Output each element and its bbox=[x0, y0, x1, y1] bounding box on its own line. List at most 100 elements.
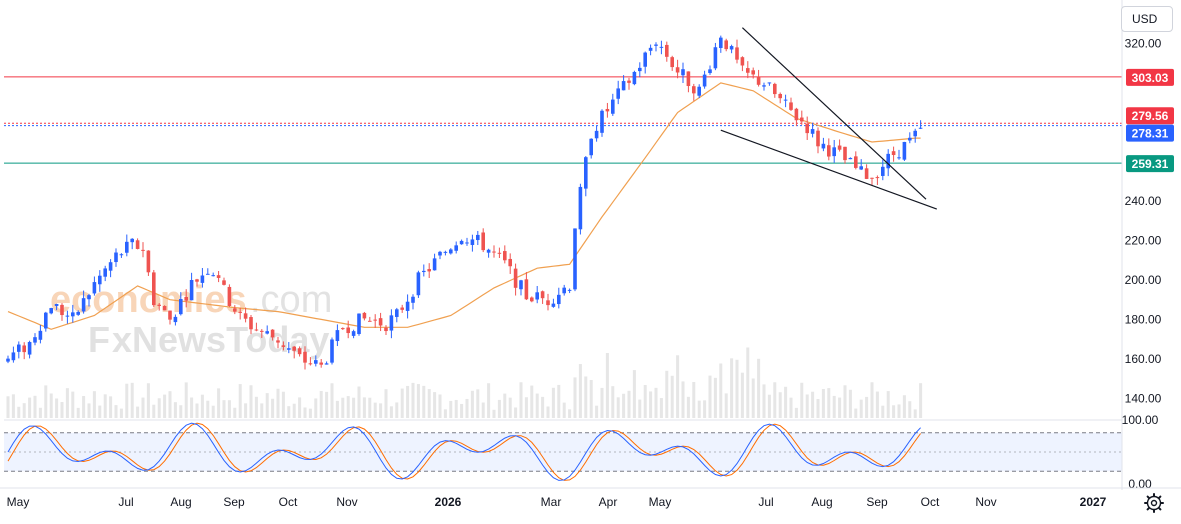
volume-bar bbox=[492, 409, 496, 418]
price-tick-label: 140.00 bbox=[1125, 391, 1162, 405]
volume-bar bbox=[875, 391, 879, 418]
candle-body bbox=[103, 268, 107, 277]
candle-body bbox=[179, 299, 183, 315]
price-axis[interactable]: 140.00 160.00 180.00 200.00 220.00 240.00 320.… bbox=[1121, 0, 1162, 491]
candle-body bbox=[567, 289, 572, 291]
volume-bar bbox=[611, 386, 615, 418]
volume-bar bbox=[746, 347, 750, 418]
candle-body bbox=[108, 262, 113, 271]
volume-bar bbox=[719, 363, 723, 418]
candle-body bbox=[233, 308, 237, 312]
candle-body bbox=[71, 312, 75, 317]
volume-bar bbox=[238, 384, 242, 418]
candle-body bbox=[918, 127, 923, 129]
volume-bar bbox=[697, 400, 701, 418]
candle-body bbox=[897, 157, 901, 159]
candle-body bbox=[319, 362, 323, 365]
price-tick-label: 320.00 bbox=[1125, 36, 1162, 50]
candle-body bbox=[206, 273, 210, 275]
volume-bar bbox=[44, 385, 48, 418]
candle-body bbox=[405, 301, 410, 311]
candle-body bbox=[594, 130, 599, 139]
volume-bar bbox=[589, 379, 593, 418]
candle-body bbox=[17, 344, 21, 352]
volume-bar bbox=[578, 364, 582, 418]
currency-button[interactable]: USD bbox=[1121, 6, 1173, 32]
volume-bar bbox=[190, 397, 194, 418]
time-tick-label: Aug bbox=[811, 495, 832, 509]
volume-bar bbox=[125, 383, 129, 418]
svg-text:F: F bbox=[88, 319, 110, 360]
candle-body bbox=[76, 311, 80, 315]
candle-body bbox=[891, 151, 896, 156]
candle-body bbox=[60, 304, 64, 316]
volume-bar bbox=[222, 400, 226, 418]
candle-body bbox=[540, 291, 545, 299]
volume-bar bbox=[843, 385, 847, 418]
volume-bar bbox=[357, 386, 361, 418]
candle-body bbox=[422, 270, 426, 273]
candle-body bbox=[724, 40, 728, 50]
osc-tick-label: 0.00 bbox=[1128, 477, 1152, 491]
candle-body bbox=[443, 251, 448, 253]
candle-body bbox=[227, 286, 232, 307]
candle-body bbox=[384, 327, 388, 332]
candle-body bbox=[54, 304, 59, 306]
candle-body bbox=[816, 130, 820, 147]
volume-bar bbox=[854, 408, 858, 418]
candle-body bbox=[821, 143, 826, 149]
volume-bar bbox=[735, 359, 739, 418]
level-tag-2: 278.31 bbox=[1126, 124, 1174, 142]
volume-bar bbox=[881, 405, 885, 418]
settings-gear-icon[interactable] bbox=[1143, 492, 1165, 514]
volume-bar bbox=[244, 403, 248, 418]
volume-bar bbox=[584, 376, 588, 418]
candle-body bbox=[859, 166, 863, 170]
volume-bar bbox=[384, 389, 388, 418]
volume-bar bbox=[562, 402, 566, 418]
volume-bar bbox=[82, 396, 86, 418]
candle-body bbox=[762, 85, 766, 87]
candle-body bbox=[276, 340, 280, 343]
candle-body bbox=[389, 315, 394, 331]
volume-bar bbox=[913, 409, 917, 418]
candle-body bbox=[81, 298, 86, 312]
candle-body bbox=[416, 272, 421, 296]
candle-body bbox=[902, 141, 907, 160]
candle-body bbox=[589, 138, 593, 156]
candle-body bbox=[200, 275, 205, 283]
volume-bar bbox=[438, 394, 442, 418]
volume-bar bbox=[55, 398, 59, 418]
volume-bar bbox=[568, 409, 572, 418]
volume-bar bbox=[767, 394, 771, 418]
volume-bar bbox=[11, 394, 15, 418]
candle-body bbox=[260, 330, 264, 332]
candle-body bbox=[638, 67, 642, 72]
volume-bar bbox=[730, 358, 734, 418]
volume-bar bbox=[427, 389, 431, 418]
candle-body bbox=[767, 82, 772, 84]
volume-bar bbox=[605, 353, 609, 418]
time-tick-label: Oct bbox=[279, 495, 298, 509]
volume-bar bbox=[76, 407, 80, 418]
level-tag-label: 259.31 bbox=[1132, 157, 1169, 171]
volume-bar bbox=[6, 396, 10, 418]
trendlines[interactable] bbox=[720, 27, 938, 210]
volume-bar bbox=[211, 405, 215, 418]
volume-bar bbox=[281, 391, 285, 418]
volume-bar bbox=[654, 387, 658, 418]
candle-body bbox=[49, 308, 53, 314]
candle-body bbox=[432, 258, 437, 271]
volume-bar bbox=[298, 397, 302, 418]
time-axis[interactable]: May Jul Aug Sep Oct Nov 2026 Mar Apr May Jul Aug Sep… bbox=[0, 487, 1181, 509]
candle-body bbox=[270, 329, 275, 338]
volume-bar bbox=[400, 388, 404, 418]
volume-bar bbox=[902, 395, 906, 418]
volume-bar bbox=[470, 390, 474, 418]
candle-body bbox=[632, 71, 637, 85]
volume-bar bbox=[195, 403, 199, 418]
volume-bar bbox=[600, 387, 604, 418]
